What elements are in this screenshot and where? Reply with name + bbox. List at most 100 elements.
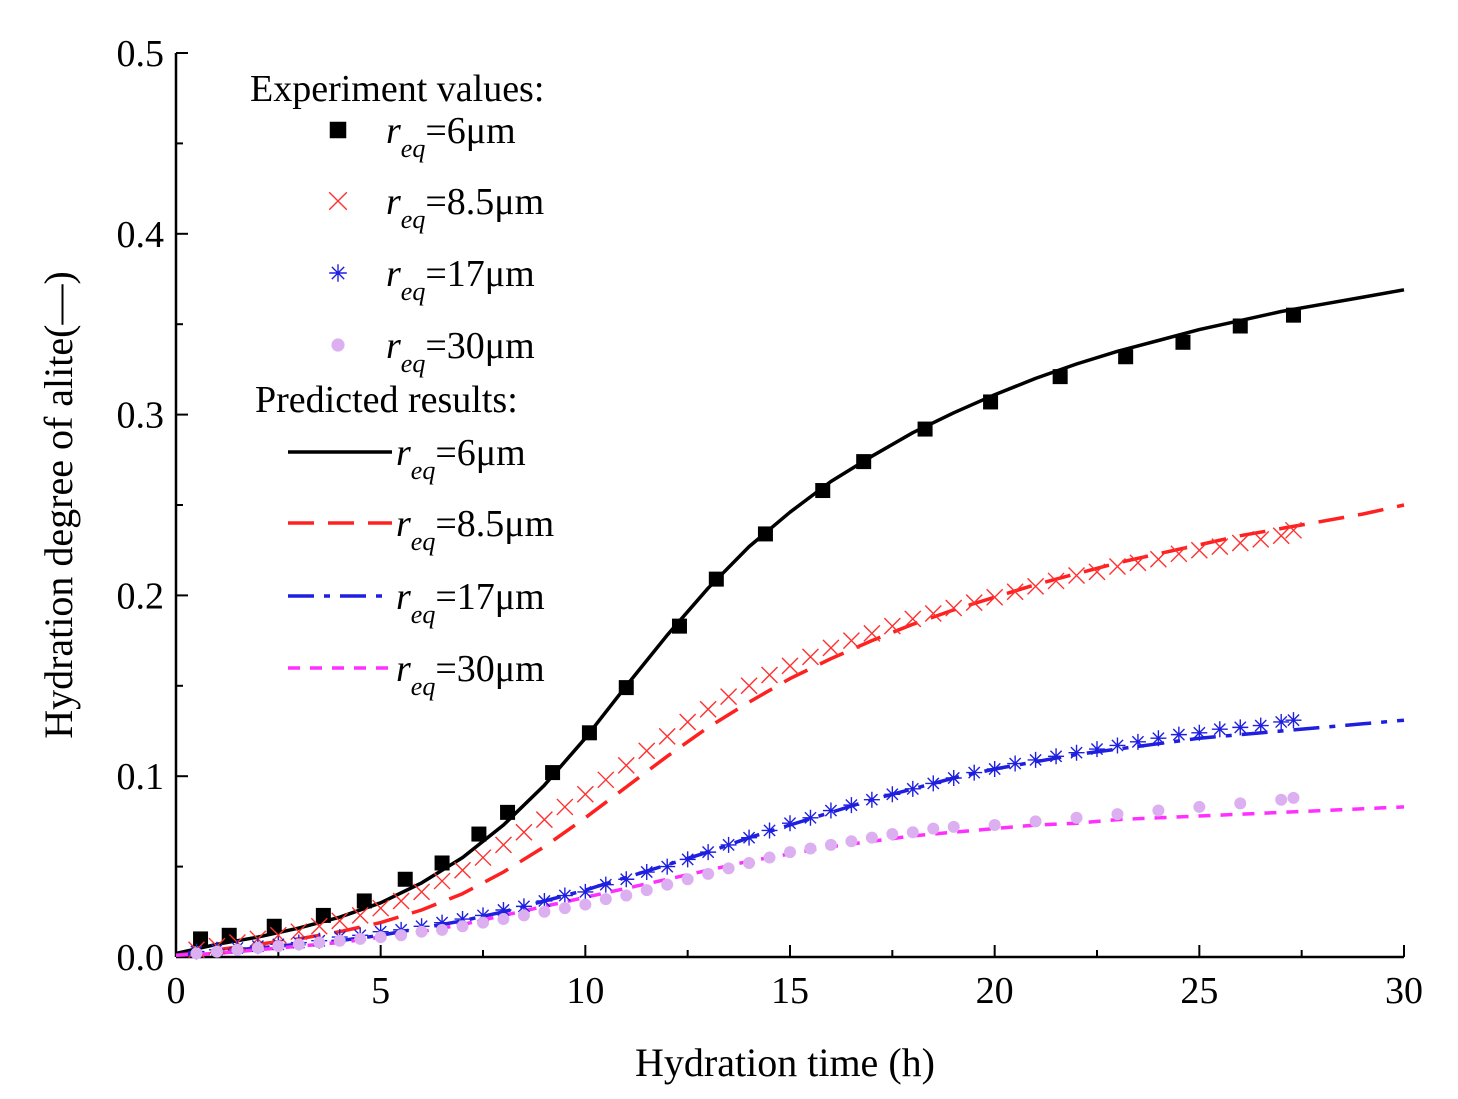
experiment-point xyxy=(269,926,287,944)
experiment-point xyxy=(331,912,349,930)
experiment-point xyxy=(494,836,512,854)
experiment-point xyxy=(392,892,410,910)
experiment-point xyxy=(272,940,285,953)
experiment-point xyxy=(640,884,653,897)
experiment-point xyxy=(906,826,919,839)
experiment-series-4 xyxy=(190,791,1300,960)
experiment-point xyxy=(477,916,489,929)
experiment-point xyxy=(761,666,779,684)
legend: Experiment values:req=6μmreq=8.5μmreq=17… xyxy=(250,68,554,701)
experiment-point xyxy=(1111,808,1124,821)
y-tick-label: 0.4 xyxy=(117,214,165,256)
experiment-point xyxy=(761,822,778,839)
y-axis-title: Hydration degree of alite(—) xyxy=(36,271,81,739)
experiment-point xyxy=(1129,733,1146,750)
legend-experiment-label-4: req=30μm xyxy=(386,325,535,378)
experiment-point xyxy=(1150,730,1167,747)
y-tick-label: 0.2 xyxy=(117,575,165,617)
y-tick-label: 0.5 xyxy=(117,33,165,75)
experiment-point xyxy=(1068,567,1086,585)
experiment-point xyxy=(702,867,715,880)
experiment-point xyxy=(740,677,758,695)
experiment-point xyxy=(599,893,612,906)
experiment-point xyxy=(454,861,472,879)
experiment-point xyxy=(1029,815,1042,828)
experiment-point xyxy=(917,421,933,437)
legend-experiment-marker-1 xyxy=(329,121,347,139)
experiment-point xyxy=(1211,721,1228,738)
experiment-point xyxy=(1211,538,1229,556)
experiment-series-2 xyxy=(187,521,1302,959)
experiment-point xyxy=(1152,804,1165,817)
experiment-point xyxy=(1191,724,1208,741)
experiment-point xyxy=(292,938,305,951)
experiment-point xyxy=(1007,755,1024,772)
experiment-point xyxy=(741,829,758,846)
experiment-point xyxy=(310,917,328,935)
experiment-point xyxy=(1068,744,1085,761)
experiment-point xyxy=(904,610,922,628)
experiment-point xyxy=(865,831,878,844)
experiment-point xyxy=(1190,541,1208,559)
experiment-point xyxy=(986,588,1004,606)
legend-predicted-label-3: req=17μm xyxy=(396,576,545,629)
experiment-point xyxy=(536,892,553,909)
experiment-point xyxy=(945,599,963,617)
experiment-point xyxy=(925,775,942,792)
experiment-point xyxy=(722,862,735,875)
legend-predicted-label-4: req=30μm xyxy=(396,648,545,701)
experiment-point xyxy=(538,905,551,918)
experiment-point xyxy=(720,836,737,853)
experiment-point xyxy=(1272,527,1290,545)
experiment-point xyxy=(824,838,837,851)
experiment-point xyxy=(597,876,614,893)
experiment-point xyxy=(638,742,656,760)
legend-experiment-heading: Experiment values: xyxy=(250,68,544,110)
experiment-point xyxy=(1252,530,1270,548)
experiment-point xyxy=(395,929,408,942)
experiment-point xyxy=(1252,717,1269,734)
experiment-point xyxy=(1287,791,1300,804)
experiment-point xyxy=(495,901,512,918)
experiment-point xyxy=(515,898,532,915)
experiment-point xyxy=(947,820,960,833)
experiment-point xyxy=(638,864,655,881)
experiment-point xyxy=(545,765,561,781)
predicted-line-2 xyxy=(175,503,1405,957)
experiment-point xyxy=(784,846,796,859)
experiment-point xyxy=(535,811,553,829)
experiment-point xyxy=(315,907,331,923)
experiment-point xyxy=(1170,545,1188,563)
legend-experiment-marker-3 xyxy=(329,264,347,282)
experiment-point xyxy=(661,878,674,891)
legend-predicted-heading: Predicted results: xyxy=(255,379,518,421)
experiment-point xyxy=(1284,521,1302,539)
experiment-point xyxy=(763,851,776,864)
experiment-point xyxy=(659,858,676,875)
experiment-point xyxy=(1047,572,1065,590)
experiment-point xyxy=(782,815,798,832)
experiment-point xyxy=(924,604,942,622)
experiment-point xyxy=(700,844,717,861)
experiment-point xyxy=(983,394,999,410)
experiment-point xyxy=(558,902,571,915)
experiment-point xyxy=(415,925,428,938)
experiment-point xyxy=(500,804,516,820)
legend-experiment-marker-2 xyxy=(328,191,348,211)
predicted-line-1 xyxy=(175,288,1405,956)
experiment-point xyxy=(757,526,773,542)
experiment-point xyxy=(671,618,687,634)
experiment-point xyxy=(1129,554,1147,572)
experiment-point xyxy=(1048,748,1065,765)
legend-predicted-label-1: req=6μm xyxy=(396,432,526,485)
experiment-point xyxy=(1232,719,1249,736)
experiment-point xyxy=(456,920,469,933)
experiment-point xyxy=(1089,741,1105,758)
experiment-point xyxy=(374,931,387,944)
experiment-point xyxy=(822,639,840,657)
x-tick-label: 30 xyxy=(1385,970,1423,1012)
predicted-line-3 xyxy=(175,718,1405,957)
experiment-point xyxy=(515,823,533,841)
y-tick-label: 0.1 xyxy=(117,756,165,798)
experiment-point xyxy=(517,909,530,922)
